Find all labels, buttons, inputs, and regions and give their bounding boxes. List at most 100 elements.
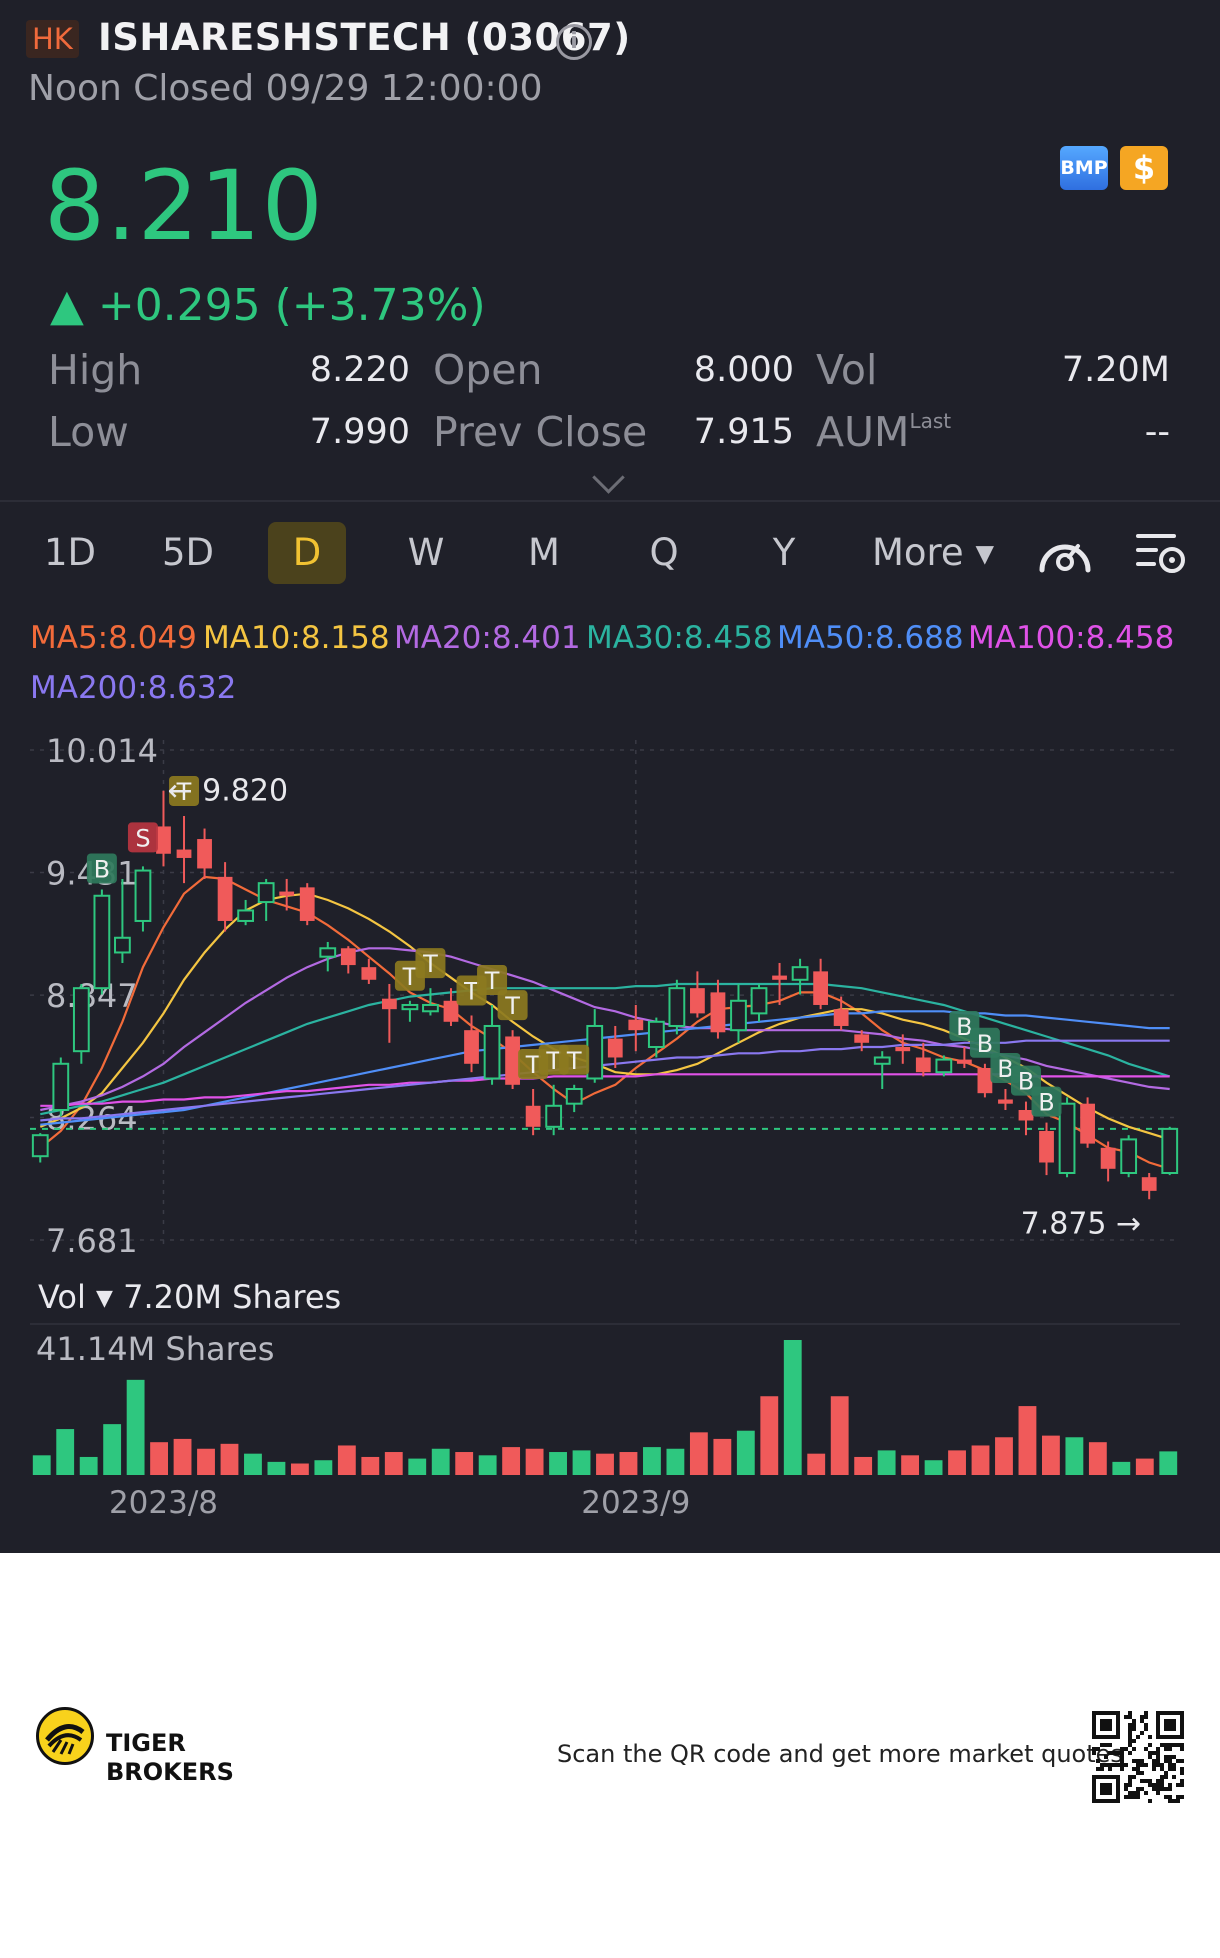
volume-bar[interactable] [877,1450,896,1475]
candle-body[interactable] [114,936,131,954]
expand-chevron-icon[interactable] [592,461,625,494]
candle-body[interactable] [730,999,747,1032]
candle-body[interactable] [565,1087,583,1105]
volume-bar[interactable] [361,1456,380,1475]
candle-body[interactable] [464,1030,479,1064]
volume-bar[interactable] [854,1456,873,1475]
volume-bar[interactable] [56,1429,75,1475]
candle-body[interactable] [772,975,787,980]
candle-body[interactable] [31,1134,49,1158]
candle-body[interactable] [525,1105,541,1127]
candle-body[interactable] [134,869,152,922]
candle-body[interactable] [72,987,90,1053]
volume-bar[interactable] [901,1455,920,1475]
volume-bar[interactable] [1018,1406,1037,1475]
tab-more[interactable]: More ▾ [871,531,995,574]
signal-marker[interactable] [127,822,158,853]
candle-body[interactable] [647,1020,665,1048]
volume-bar[interactable] [549,1452,567,1475]
signal-marker[interactable] [477,964,508,995]
candlestick-chart[interactable]: 10.0149.4318.8478.2647.681STBTTTTTTTTBBB… [0,720,1220,1520]
volume-bar[interactable] [830,1396,849,1475]
volume-dropdown-icon[interactable]: ▼ [96,1286,113,1311]
volume-bar[interactable] [32,1455,51,1475]
volume-bar[interactable] [666,1448,685,1475]
volume-bar[interactable] [948,1450,966,1475]
volume-bar[interactable] [1135,1458,1154,1475]
volume-bar[interactable] [79,1456,98,1475]
signal-marker[interactable] [415,948,446,979]
candle-body[interactable] [279,891,295,896]
volume-bar[interactable] [150,1442,168,1475]
volume-bar[interactable] [173,1438,192,1475]
candle-body[interactable] [690,988,705,1014]
signal-marker[interactable] [86,853,117,884]
candle-body[interactable] [1018,1109,1034,1121]
volume-bar[interactable] [126,1379,145,1475]
volume-bar[interactable] [1042,1435,1060,1475]
candle-body[interactable] [977,1067,993,1094]
volume-bar[interactable] [1159,1451,1178,1475]
signal-marker[interactable] [169,775,200,806]
tab-5d[interactable]: 5D [161,531,215,574]
volume-bar[interactable] [455,1452,474,1475]
volume-bar[interactable] [220,1443,239,1475]
candle-body[interactable] [586,1024,604,1080]
volume-bar[interactable] [502,1447,521,1475]
candle-body[interactable] [935,1058,953,1074]
candle-body[interactable] [1058,1102,1076,1175]
candle-body[interactable] [237,909,255,922]
signal-marker[interactable] [559,1044,590,1075]
volume-header[interactable]: Vol ▼ 7.20M Shares [38,1278,341,1316]
volume-bar[interactable] [525,1448,544,1475]
volume-bar[interactable] [995,1437,1013,1475]
candle-body[interactable] [381,998,397,1010]
candle-body[interactable] [813,971,829,1005]
signal-marker[interactable] [497,990,528,1021]
volume-bar[interactable] [290,1463,309,1475]
candle-body[interactable] [1120,1138,1138,1175]
info-icon[interactable]: i [556,24,592,60]
candle-body[interactable] [710,992,726,1033]
candle-body[interactable] [156,826,171,854]
candle-body[interactable] [443,1000,459,1022]
volume-bar[interactable] [924,1460,943,1475]
volume-bar[interactable] [572,1450,591,1475]
gauge-icon[interactable] [1036,528,1094,578]
signal-marker[interactable] [1031,1086,1062,1117]
candle-body[interactable] [833,1009,849,1026]
candle-body[interactable] [915,1057,931,1073]
candle-body[interactable] [340,948,356,966]
tab-q[interactable]: Q [649,531,679,574]
volume-bar[interactable] [314,1460,333,1475]
volume-bar[interactable] [1065,1437,1084,1475]
candle-body[interactable] [197,839,212,869]
candle-body[interactable] [52,1062,70,1111]
candle-body[interactable] [361,967,377,980]
volume-bar[interactable] [736,1430,755,1475]
candle-body[interactable] [1100,1147,1116,1169]
candle-body[interactable] [873,1056,891,1065]
candle-body[interactable] [1141,1177,1157,1191]
candle-body[interactable] [628,1019,644,1031]
candle-body[interactable] [545,1104,563,1128]
volume-bar[interactable] [337,1445,356,1475]
tab-1d[interactable]: 1D [43,531,97,574]
candle-body[interactable] [1161,1127,1179,1175]
tab-w[interactable]: W [407,531,445,574]
volume-bar[interactable] [713,1438,732,1475]
candle-body[interactable] [1039,1130,1054,1163]
candle-body[interactable] [956,1059,972,1064]
dollar-badge[interactable]: $ [1120,146,1168,190]
candle-body[interactable] [217,876,233,921]
candle-body[interactable] [854,1034,870,1043]
candle-body[interactable] [93,894,111,990]
tab-m[interactable]: M [528,531,560,574]
volume-bar[interactable] [267,1461,286,1475]
tab-d[interactable]: D [268,522,346,584]
volume-bar[interactable] [1088,1442,1107,1475]
volume-bar[interactable] [244,1453,262,1475]
candle-body[interactable] [1080,1103,1095,1144]
volume-bar[interactable] [596,1453,614,1475]
tab-y[interactable]: Y [772,531,796,574]
